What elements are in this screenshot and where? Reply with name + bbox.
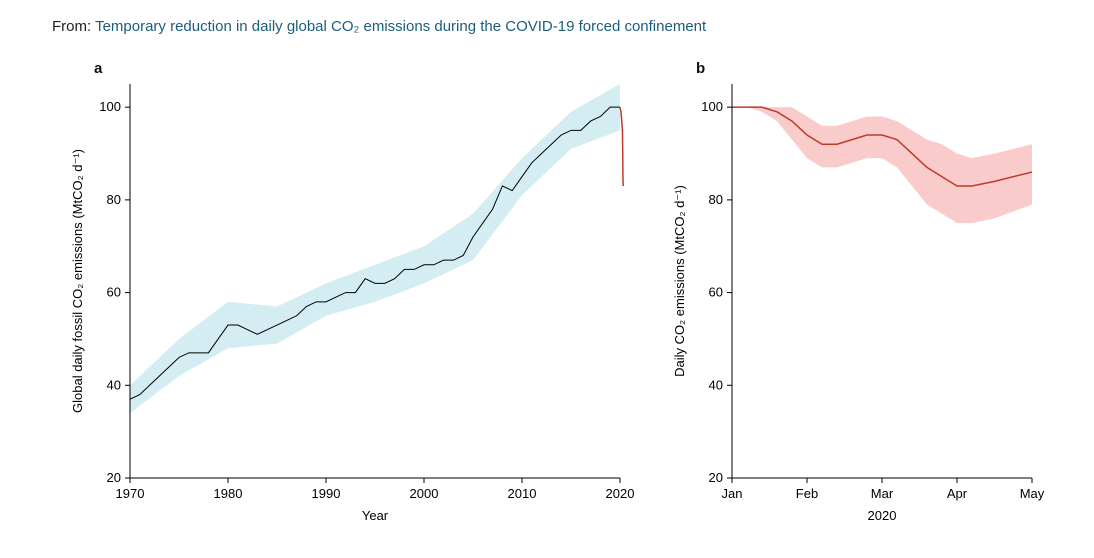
svg-text:40: 40 xyxy=(107,377,121,392)
svg-text:Apr: Apr xyxy=(947,486,968,501)
chart-b-svg: 20 40 60 80 100 Jan Feb Mar Apr May 2020 Daily CO₂ … xyxy=(654,60,1052,530)
svg-text:Year: Year xyxy=(362,508,389,523)
svg-text:2020: 2020 xyxy=(868,508,897,523)
svg-text:60: 60 xyxy=(107,285,121,300)
svg-text:2010: 2010 xyxy=(508,486,537,501)
citation-title-link[interactable]: Temporary reduction in daily global CO₂ … xyxy=(95,18,706,35)
svg-text:20: 20 xyxy=(709,470,723,485)
svg-text:1990: 1990 xyxy=(312,486,341,501)
chart-a-container: a 20 40 60 80 100 1970 1980 1990 2000 2010 2020 Yea… xyxy=(52,60,642,530)
svg-text:Daily CO₂ emissions (MtCO₂ d⁻¹: Daily CO₂ emissions (MtCO₂ d⁻¹) xyxy=(672,185,687,377)
svg-text:1980: 1980 xyxy=(214,486,243,501)
svg-text:2020: 2020 xyxy=(606,486,635,501)
svg-text:80: 80 xyxy=(709,192,723,207)
chart-a-svg: 20 40 60 80 100 1970 1980 1990 2000 2010 2020 Year G… xyxy=(52,60,642,530)
svg-text:Mar: Mar xyxy=(871,486,894,501)
svg-text:100: 100 xyxy=(701,99,723,114)
svg-text:Global daily fossil CO₂ emissi: Global daily fossil CO₂ emissions (MtCO₂… xyxy=(70,149,85,413)
svg-text:2000: 2000 xyxy=(410,486,439,501)
chart-b-panel-label: b xyxy=(696,60,705,77)
citation-line: From: Temporary reduction in daily globa… xyxy=(52,18,706,35)
svg-text:1970: 1970 xyxy=(116,486,145,501)
svg-text:May: May xyxy=(1020,486,1045,501)
svg-text:20: 20 xyxy=(107,470,121,485)
svg-text:80: 80 xyxy=(107,192,121,207)
svg-text:60: 60 xyxy=(709,285,723,300)
citation-from-label: From: xyxy=(52,18,95,35)
svg-text:Feb: Feb xyxy=(796,486,818,501)
svg-text:100: 100 xyxy=(99,99,121,114)
svg-text:40: 40 xyxy=(709,377,723,392)
chart-row: a 20 40 60 80 100 1970 1980 1990 2000 2010 2020 Yea… xyxy=(52,60,1052,530)
svg-text:Jan: Jan xyxy=(722,486,743,501)
chart-a-panel-label: a xyxy=(94,60,102,77)
chart-b-container: b 20 40 60 80 100 Jan Feb Mar Apr May 2020 Daily CO… xyxy=(654,60,1052,530)
